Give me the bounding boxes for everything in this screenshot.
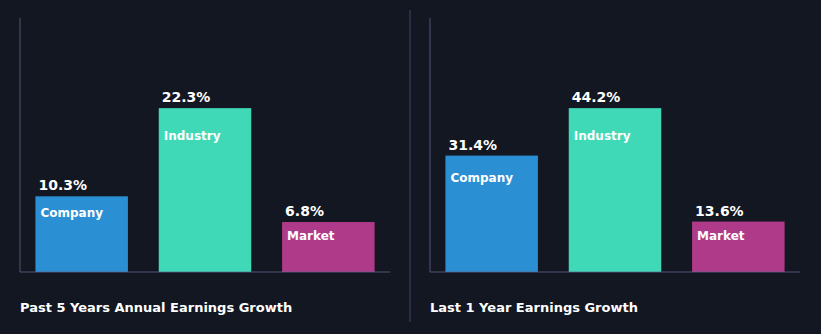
category-label: Industry	[574, 129, 631, 143]
bar	[159, 108, 252, 272]
data-label: 13.6%	[695, 203, 744, 219]
category-label: Market	[287, 229, 335, 243]
data-label: 31.4%	[448, 137, 497, 153]
bar	[445, 156, 537, 272]
category-label: Industry	[164, 129, 221, 143]
baseline	[430, 272, 800, 273]
bar	[569, 108, 662, 272]
divider	[410, 10, 411, 322]
bar	[35, 196, 128, 272]
bar-chart: 10.3% Company 22.3% Industry 6.8% Market Past …	[20, 18, 390, 315]
background	[0, 0, 821, 334]
baseline	[20, 272, 390, 273]
y-axis-line	[430, 18, 431, 272]
data-label: 44.2%	[572, 89, 621, 105]
category-label: Company	[450, 171, 513, 185]
chart-canvas: 10.3% Company 22.3% Industry 6.8% Market Past …	[0, 0, 821, 334]
chart-title: Last 1 Year Earnings Growth	[430, 300, 638, 315]
bars	[35, 108, 374, 272]
category-label: Company	[40, 206, 103, 220]
bar	[692, 222, 785, 272]
chart-title: Past 5 Years Annual Earnings Growth	[20, 300, 292, 315]
data-label: 22.3%	[162, 89, 211, 105]
labels: 31.4% Company 44.2% Industry 13.6% Market	[448, 89, 744, 242]
y-axis-line	[20, 18, 21, 272]
bar-chart: 31.4% Company 44.2% Industry 13.6% Market Last…	[430, 18, 800, 315]
bar	[282, 222, 375, 272]
data-label: 10.3%	[38, 177, 87, 193]
category-label: Market	[697, 229, 745, 243]
data-label: 6.8%	[285, 203, 324, 219]
bars	[445, 108, 784, 272]
labels: 10.3% Company 22.3% Industry 6.8% Market	[38, 89, 334, 243]
